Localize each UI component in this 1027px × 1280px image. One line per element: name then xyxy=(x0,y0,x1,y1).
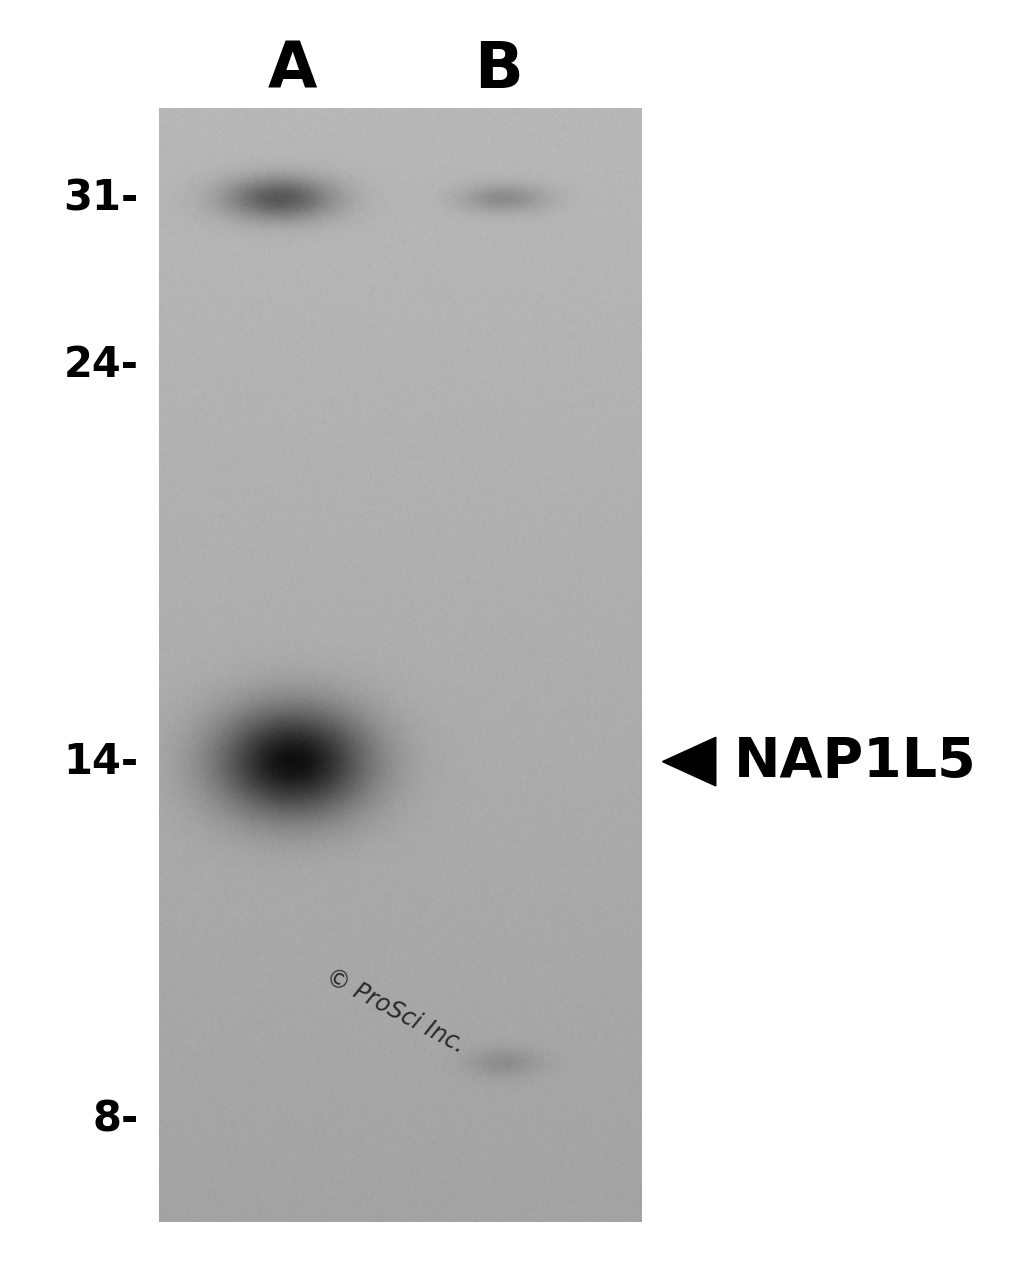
Text: 24-: 24- xyxy=(64,344,139,385)
Text: A: A xyxy=(268,40,317,101)
Text: NAP1L5: NAP1L5 xyxy=(734,735,977,788)
Text: B: B xyxy=(473,40,523,101)
Text: 14-: 14- xyxy=(64,741,139,782)
Polygon shape xyxy=(662,737,716,786)
Text: © ProSci Inc.: © ProSci Inc. xyxy=(321,964,469,1059)
Text: 31-: 31- xyxy=(64,178,139,219)
Text: 8-: 8- xyxy=(92,1100,139,1140)
